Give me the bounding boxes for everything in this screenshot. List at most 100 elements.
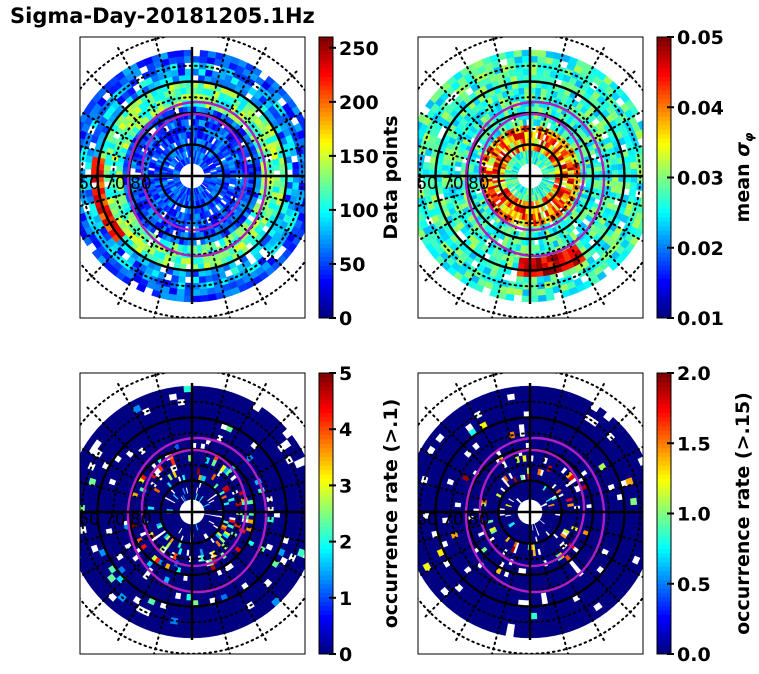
heatmap-bin (404, 176, 411, 184)
heatmap-bin (177, 68, 186, 77)
colorbar-segment (657, 260, 671, 266)
colorbar-segment (657, 256, 671, 262)
colorbar-segment (319, 296, 333, 301)
dotted-mlt-spoke (236, 144, 305, 165)
colorbar-segment (319, 72, 333, 78)
dotted-mlt-spoke (224, 68, 300, 144)
colorbar-segment (319, 50, 333, 56)
colorbar-segment (319, 260, 333, 266)
oval-boundary-poleward (140, 112, 248, 232)
heatmap-bin (515, 275, 524, 284)
heatmap-bin (649, 184, 656, 193)
colorbar-segment (319, 313, 333, 319)
heatmap-bin (72, 176, 79, 184)
heatmap-bin (628, 154, 637, 164)
heatmap-bin (518, 87, 525, 96)
heatmap-bin (175, 630, 185, 638)
colorbar-segment (319, 247, 333, 253)
latitude-label: 80 (130, 174, 152, 194)
colorbar-segment (657, 146, 671, 152)
heatmap-bin (272, 494, 280, 502)
heatmap-bin (514, 56, 523, 64)
heatmap-bin (180, 256, 187, 265)
colorbar-segment (657, 221, 671, 227)
colorbar-segment (319, 124, 333, 130)
heatmap-bin (177, 404, 186, 413)
dotted-mlt-spoke (203, 220, 232, 318)
colorbar-segment (319, 269, 333, 275)
colorbar-segment (657, 120, 671, 126)
heatmap-bin (205, 187, 213, 193)
heatmap-bin (304, 182, 305, 184)
heatmap-bin (629, 182, 638, 191)
colorbar-segment (319, 173, 333, 178)
colorbar-segment (319, 151, 333, 157)
colorbar-segment (319, 102, 333, 108)
heatmap-bin (197, 423, 204, 432)
heatmap-bin (80, 205, 85, 215)
colorbar-segment (319, 225, 333, 231)
heatmap-bin (183, 631, 193, 639)
colorbar-segment (657, 265, 671, 271)
colorbar-tick-label: 0 (339, 308, 352, 330)
heatmap-bin (304, 504, 305, 506)
heatmap-bin (180, 423, 187, 432)
heatmap-bin (191, 295, 201, 303)
heatmap-bin (406, 143, 414, 152)
colorbar-segment (657, 111, 671, 117)
heatmap-bin (311, 176, 318, 184)
heatmap-bin (170, 405, 180, 414)
heatmap-bin (646, 199, 654, 208)
colorbar-segment (657, 63, 671, 69)
heatmap-bin (183, 385, 193, 393)
colorbar-segment (657, 195, 671, 200)
colorbar-segment (319, 89, 333, 95)
heatmap-bin (67, 487, 75, 496)
heatmap-bin (197, 592, 204, 601)
heatmap-bin (198, 275, 207, 284)
dotted-mlt-spoke (84, 68, 160, 144)
latitude-label: 70 (104, 174, 126, 194)
heatmap-bin (305, 543, 313, 553)
colorbar-segment (319, 256, 333, 262)
heatmap-bin (291, 518, 300, 527)
heatmap-bin (610, 181, 619, 188)
colorbar-segment (657, 124, 671, 130)
heatmap-bin (408, 135, 416, 145)
heatmap-bin (67, 528, 75, 537)
heatmap-bin (66, 520, 73, 529)
dotted-mlt-spoke (203, 37, 231, 132)
heatmap-bin (529, 295, 539, 303)
heatmap-bin (197, 256, 204, 265)
heatmap-bin (405, 192, 413, 201)
heatmap-bin (272, 164, 281, 171)
colorbar-tick-label: 0.03 (677, 168, 724, 190)
heatmap-bin (629, 161, 638, 170)
heatmap-bin (228, 180, 236, 185)
heatmap-bin (291, 182, 300, 191)
colorbar-segment (657, 300, 671, 306)
colorbar-segment (657, 291, 671, 297)
heatmap-bin (311, 168, 318, 176)
heatmap-bin (404, 160, 411, 169)
heatmap-bin (642, 168, 643, 170)
heatmap-bin (529, 49, 539, 57)
heatmap-bin (272, 517, 281, 524)
colorbar-segment (319, 304, 333, 310)
heatmap-bin (67, 192, 75, 201)
colorbar-segment (319, 76, 333, 82)
heatmap-bin (649, 176, 656, 184)
colorbar-segment (319, 278, 333, 284)
colorbar-segment (319, 243, 333, 249)
colorbar-segment (319, 177, 333, 183)
heatmap-bin (410, 168, 417, 176)
colorbar-segment (319, 129, 333, 135)
colorbar-segment (319, 291, 333, 297)
latitude-label: 60 (416, 174, 438, 194)
